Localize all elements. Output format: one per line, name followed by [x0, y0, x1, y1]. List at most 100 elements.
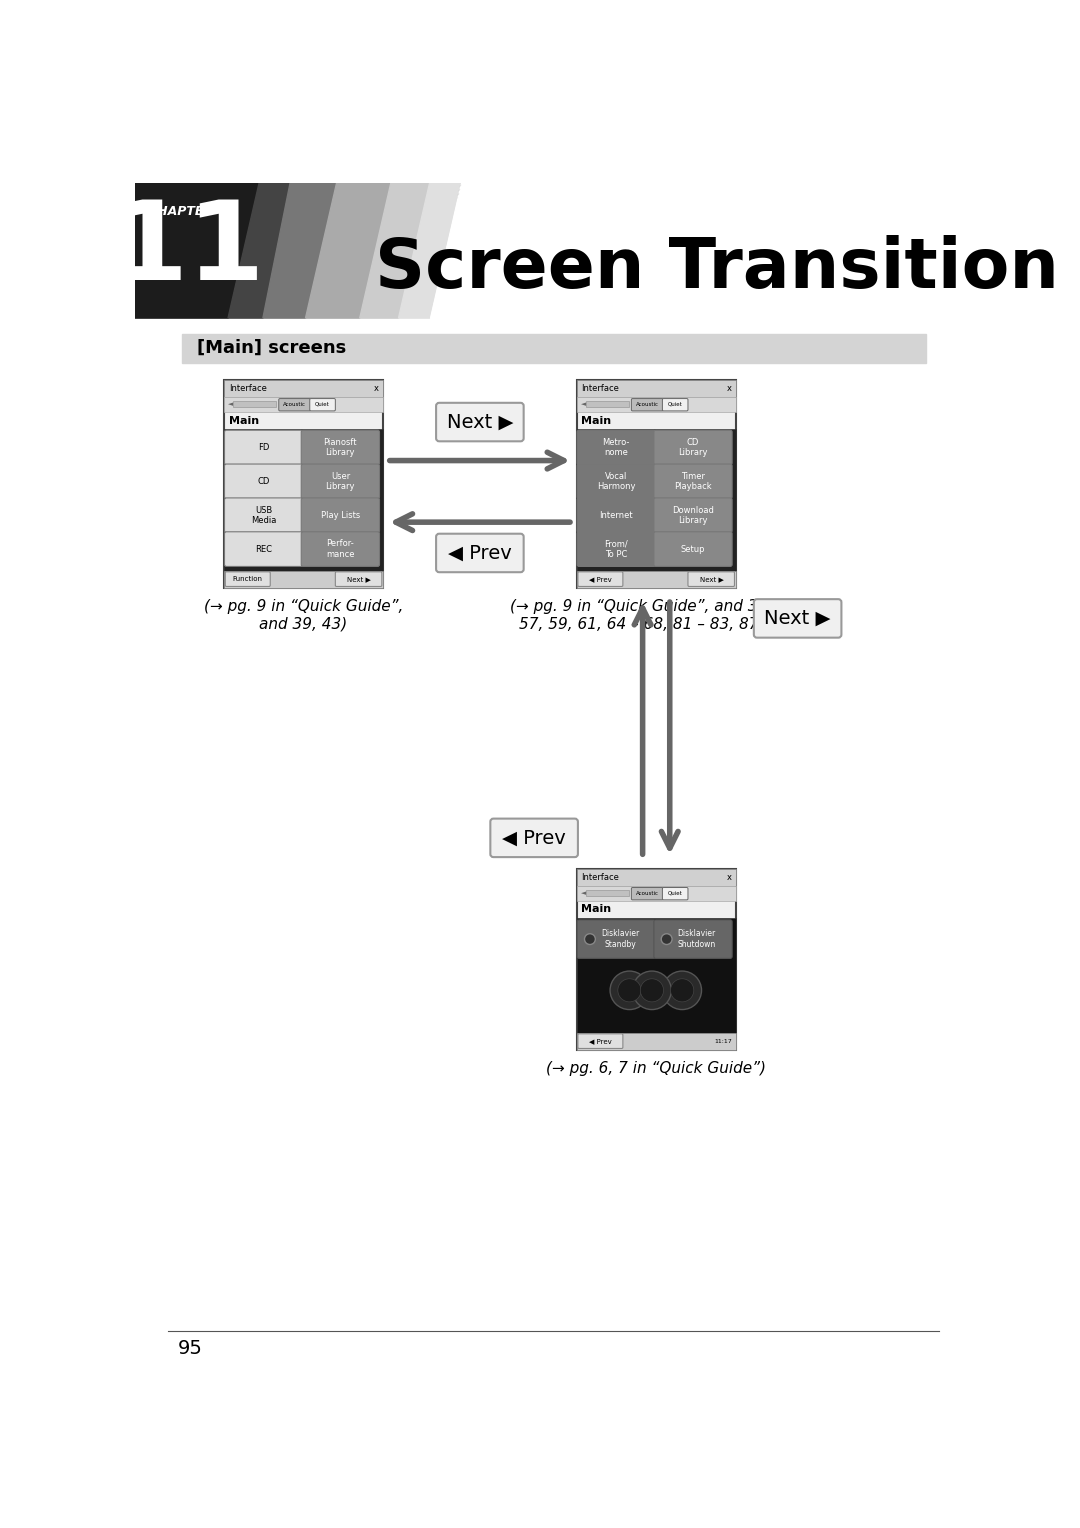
FancyBboxPatch shape: [653, 920, 732, 958]
Text: Quiet: Quiet: [667, 402, 683, 406]
Text: From/
To PC: From/ To PC: [605, 539, 629, 559]
FancyBboxPatch shape: [301, 465, 379, 498]
Text: ◄: ◄: [581, 402, 586, 408]
FancyBboxPatch shape: [577, 498, 656, 533]
Text: Acoustic: Acoustic: [636, 402, 659, 406]
Bar: [577, 570, 735, 588]
FancyBboxPatch shape: [225, 532, 302, 567]
Text: ⊡⊡⊡: ⊡⊡⊡: [581, 576, 594, 582]
Text: 95: 95: [177, 1339, 203, 1358]
Text: Next ▶: Next ▶: [447, 413, 513, 431]
FancyBboxPatch shape: [632, 399, 663, 411]
Bar: [586, 891, 629, 897]
FancyBboxPatch shape: [653, 465, 732, 498]
FancyBboxPatch shape: [225, 498, 302, 533]
Text: and 39, 43): and 39, 43): [259, 616, 348, 631]
FancyBboxPatch shape: [662, 888, 688, 900]
Polygon shape: [228, 183, 291, 318]
FancyBboxPatch shape: [310, 399, 335, 411]
Text: ◀ Prev: ◀ Prev: [589, 1038, 611, 1044]
FancyBboxPatch shape: [577, 465, 656, 498]
Text: Disklavier
Standby: Disklavier Standby: [602, 929, 639, 949]
Polygon shape: [430, 183, 972, 318]
Bar: [225, 397, 383, 413]
Text: Main: Main: [229, 416, 259, 425]
Bar: [577, 886, 735, 902]
Text: Vocal
Harmony: Vocal Harmony: [597, 472, 635, 490]
Text: Disklavier
Shutdown: Disklavier Shutdown: [678, 929, 716, 949]
FancyBboxPatch shape: [225, 431, 302, 465]
Text: Acoustic: Acoustic: [636, 891, 659, 895]
Polygon shape: [135, 183, 259, 318]
Text: Next ▶: Next ▶: [700, 576, 724, 582]
Text: Interface: Interface: [229, 384, 267, 393]
FancyBboxPatch shape: [490, 819, 578, 857]
Text: ⊡⊡⊡: ⊡⊡⊡: [228, 576, 242, 582]
Bar: [225, 429, 383, 570]
Circle shape: [663, 972, 702, 1010]
Bar: [577, 868, 735, 1050]
Text: x: x: [727, 872, 732, 882]
Bar: [577, 429, 735, 570]
Bar: [577, 868, 735, 886]
Circle shape: [633, 972, 672, 1010]
FancyBboxPatch shape: [301, 431, 379, 465]
Circle shape: [584, 934, 595, 944]
Text: USB
Media: USB Media: [251, 506, 276, 526]
FancyBboxPatch shape: [662, 399, 688, 411]
FancyBboxPatch shape: [653, 532, 732, 567]
Text: CD
Library: CD Library: [678, 437, 707, 457]
Bar: [577, 397, 735, 413]
Text: Internet: Internet: [599, 510, 633, 520]
Text: Next ▶: Next ▶: [347, 576, 370, 582]
Text: User
Library: User Library: [326, 472, 355, 490]
Bar: [225, 380, 383, 397]
Text: Quiet: Quiet: [315, 402, 329, 406]
FancyBboxPatch shape: [578, 1034, 623, 1048]
Circle shape: [661, 934, 672, 944]
Text: ◀ Prev: ◀ Prev: [589, 576, 611, 582]
Text: FD: FD: [258, 443, 269, 452]
Bar: [577, 380, 735, 397]
Text: [Main] screens: [Main] screens: [197, 339, 347, 358]
Text: ◄: ◄: [581, 891, 586, 897]
Circle shape: [610, 972, 649, 1010]
FancyBboxPatch shape: [653, 431, 732, 465]
FancyBboxPatch shape: [335, 571, 382, 587]
FancyBboxPatch shape: [577, 532, 656, 567]
Bar: [181, 333, 926, 362]
Text: ⊡⊡⊡: ⊡⊡⊡: [581, 1039, 594, 1044]
Text: 57, 59, 61, 64 – 68, 81 – 83, 87, 89): 57, 59, 61, 64 – 68, 81 – 83, 87, 89): [518, 616, 794, 631]
Text: Main: Main: [581, 905, 611, 914]
Polygon shape: [262, 183, 337, 318]
Text: Timer
Playback: Timer Playback: [674, 472, 712, 490]
Text: Interface: Interface: [581, 384, 619, 393]
Text: (→ pg. 9 in “Quick Guide”,: (→ pg. 9 in “Quick Guide”,: [204, 599, 403, 614]
Bar: [577, 380, 735, 588]
Text: x: x: [727, 384, 732, 393]
Text: REC: REC: [255, 544, 272, 553]
Text: 11:17: 11:17: [362, 576, 379, 582]
Text: Play Lists: Play Lists: [321, 510, 360, 520]
FancyBboxPatch shape: [653, 498, 732, 533]
FancyBboxPatch shape: [577, 431, 656, 465]
FancyBboxPatch shape: [301, 498, 379, 533]
Polygon shape: [399, 183, 460, 318]
FancyBboxPatch shape: [436, 403, 524, 442]
Text: 11:17: 11:17: [714, 1039, 732, 1044]
Text: ◄: ◄: [228, 402, 233, 408]
Text: Pianosft
Library: Pianosft Library: [324, 437, 357, 457]
Text: Perfor-
mance: Perfor- mance: [326, 539, 354, 559]
FancyBboxPatch shape: [279, 399, 311, 411]
Polygon shape: [360, 183, 430, 318]
Text: CHAPTER: CHAPTER: [149, 205, 214, 219]
Text: (→ pg. 9 in “Quick Guide”, and 38, 39,: (→ pg. 9 in “Quick Guide”, and 38, 39,: [511, 599, 801, 614]
Text: Function: Function: [232, 576, 262, 582]
FancyBboxPatch shape: [226, 571, 270, 587]
Text: Screen Transition Diagrams: Screen Transition Diagrams: [375, 234, 1080, 303]
Bar: [586, 402, 629, 408]
FancyBboxPatch shape: [225, 465, 302, 498]
Text: 11:17: 11:17: [714, 576, 732, 582]
FancyBboxPatch shape: [632, 888, 663, 900]
FancyBboxPatch shape: [578, 571, 623, 587]
